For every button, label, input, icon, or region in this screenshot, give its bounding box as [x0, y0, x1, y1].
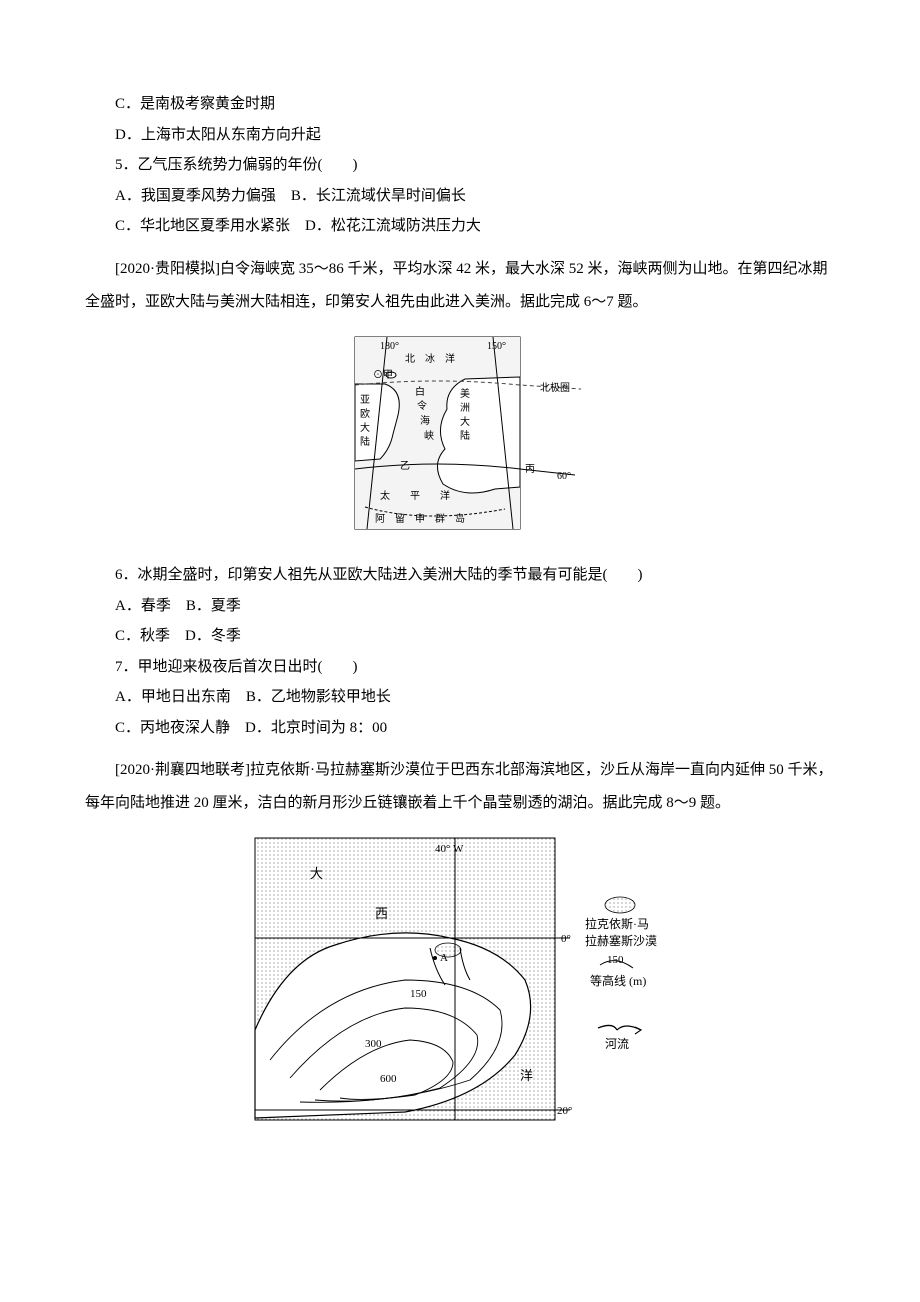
map2-figure: A 150 300 600 40° W 0° 20° 大 西 洋 拉克依斯·马 … [85, 830, 835, 1141]
q5-opt-d: D．松花江流域防洪压力大 [305, 218, 481, 234]
map1-lat60: 60° [557, 471, 571, 482]
map1-arctic-label: 北极圈 [540, 381, 570, 394]
map2-legend-150: 150 [607, 954, 624, 966]
map2-svg: A 150 300 600 40° W 0° 20° 大 西 洋 拉克依斯·马 … [245, 830, 675, 1130]
map1-jia: ⊙甲 [373, 370, 393, 381]
map1-asia1: 亚 [360, 395, 370, 406]
q6-opt-c: C．秋季 [115, 628, 185, 644]
map1-hai: 海 [420, 414, 430, 427]
q6-opts-cd: C．秋季 D．冬季 [85, 622, 835, 651]
map1-am3: 大 [460, 415, 470, 428]
map1-asia2: 欧 [360, 408, 370, 420]
map2-legend-contour: 等高线 (m) [590, 973, 646, 988]
map1-svg: 180° 150° 北 冰 洋 ⊙甲 亚 欧 大 陆 白 令 海 峡 美 洲 大… [335, 329, 585, 539]
q7-opt-d: D．北京时间为 8：00 [245, 720, 387, 736]
map1-lon150: 150° [487, 341, 506, 352]
map1-asia4: 陆 [360, 435, 370, 448]
map1-bing: 丙 [525, 464, 535, 475]
q4-opt-c: C．是南极考察黄金时期 [85, 90, 835, 119]
map2-legend-river: 河流 [605, 1037, 629, 1051]
q7-opt-b: B．乙地物影较甲地长 [246, 689, 391, 705]
map1-taiping: 太 平 洋 [380, 489, 450, 502]
map2-desert1: 拉克依斯·马 [585, 916, 649, 931]
map2-desert2: 拉赫塞斯沙漠 [585, 933, 657, 948]
map1-am2: 洲 [460, 402, 470, 414]
map1-am1: 美 [460, 387, 470, 400]
q5-opt-a: A．我国夏季风势力偏强 [115, 188, 291, 204]
q6-opt-d: D．冬季 [185, 628, 241, 644]
q5-stem: 5．乙气压系统势力偏弱的年份( ) [85, 151, 835, 180]
map1-asia3: 大 [360, 421, 370, 434]
map1-am4: 陆 [460, 429, 470, 442]
map1-yi: 乙 [400, 460, 410, 472]
map1-aliu: 阿 留 申 群 岛 [375, 512, 465, 525]
map1-xia: 峡 [424, 429, 434, 442]
map2-a-label: A [440, 952, 448, 964]
map1-north-ocean: 北 冰 洋 [405, 352, 455, 365]
q7-opts-cd: C．丙地夜深人静 D．北京时间为 8：00 [85, 714, 835, 743]
q5-opt-c: C．华北地区夏季用水紧张 [115, 218, 305, 234]
map2-lon40: 40° W [435, 843, 464, 855]
context2-text: [2020·荆襄四地联考]拉克依斯·马拉赫塞斯沙漠位于巴西东北部海滨地区，沙丘从… [85, 754, 835, 820]
q5-opts-cd: C．华北地区夏季用水紧张 D．松花江流域防洪压力大 [85, 212, 835, 241]
map1-lon180: 180° [380, 341, 399, 352]
q7-stem: 7．甲地迎来极夜后首次日出时( ) [85, 653, 835, 682]
map2-c600: 600 [380, 1073, 397, 1085]
q6-opt-a: A．春季 [115, 598, 186, 614]
q5-opts-ab: A．我国夏季风势力偏强 B．长江流域伏旱时间偏长 [85, 182, 835, 211]
map2-atl-yang: 洋 [520, 1068, 533, 1083]
map1-bai: 白 [415, 385, 425, 398]
map2-lat20: 20° [557, 1105, 572, 1117]
q7-opts-ab: A．甲地日出东南 B．乙地物影较甲地长 [85, 683, 835, 712]
q6-opts-ab: A．春季 B．夏季 [85, 592, 835, 621]
q7-opt-a: A．甲地日出东南 [115, 689, 246, 705]
map1-figure: 180° 150° 北 冰 洋 ⊙甲 亚 欧 大 陆 白 令 海 峡 美 洲 大… [85, 329, 835, 550]
q5-opt-b: B．长江流域伏旱时间偏长 [291, 188, 466, 204]
map2-c300: 300 [365, 1038, 382, 1050]
q6-stem: 6．冰期全盛时，印第安人祖先从亚欧大陆进入美洲大陆的季节最有可能是( ) [85, 561, 835, 590]
map2-atl-da: 大 [310, 866, 323, 881]
q6-opt-b: B．夏季 [186, 598, 241, 614]
map2-c150: 150 [410, 988, 427, 1000]
context1-text: [2020·贵阳模拟]白令海峡宽 35～86 千米，平均水深 42 米，最大水深… [85, 253, 835, 319]
q7-opt-c: C．丙地夜深人静 [115, 720, 245, 736]
q4-opt-d: D．上海市太阳从东南方向升起 [85, 121, 835, 150]
map1-ling: 令 [417, 399, 427, 412]
map2-atl-xi: 西 [375, 906, 388, 921]
map2-lat0: 0° [561, 933, 571, 945]
